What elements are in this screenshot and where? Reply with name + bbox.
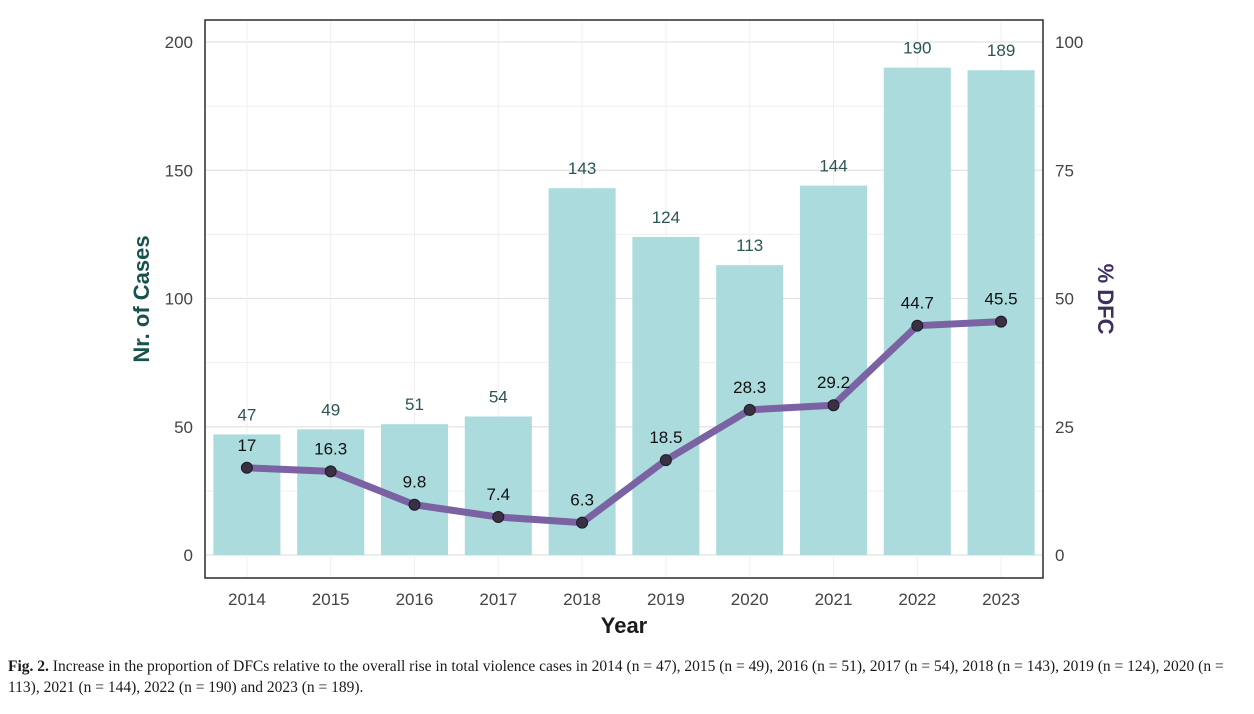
dfc-label-2021: 29.2 [817,373,850,392]
bar-2015 [297,429,365,555]
dfc-label-2023: 45.5 [985,290,1018,309]
bar-2021 [799,185,868,555]
x-tick-2022: 2022 [898,590,936,609]
bar-label-2019: 124 [652,208,680,227]
bar-label-2020: 113 [736,236,763,255]
bars [213,67,1035,556]
figure-caption-text: Increase in the proportion of DFCs relat… [8,658,1224,696]
dfc-label-2014: 17 [237,436,256,455]
x-tick-2014: 2014 [228,590,266,609]
dfc-point-2015 [324,465,337,478]
bar-2023 [967,70,1035,555]
bar-label-2015: 49 [321,400,340,419]
y-tick-150: 150 [165,161,193,180]
dfc-point-2014 [240,461,253,474]
y-tick-200: 200 [165,33,193,52]
dfc-point-2017 [492,511,505,524]
x-tick-2017: 2017 [479,590,517,609]
y2-tick-25: 25 [1055,418,1074,437]
y2-tick-75: 75 [1055,161,1074,180]
bar-value-labels: 47 49 51 54 143 124 113 144 190 189 [237,39,1015,425]
axes [204,19,1044,579]
dfc-value-labels: 17 16.3 9.8 7.4 6.3 18.5 28.3 29.2 44.7 45.5 [237,290,1017,510]
y-tick-0: 0 [184,546,193,565]
dfc-line-series [240,315,1008,529]
bar-label-2016: 51 [405,395,424,414]
dfc-point-2018 [576,516,589,529]
bar-2022 [883,67,951,556]
dfc-label-2019: 18.5 [649,428,682,447]
dfc-label-2015: 16.3 [314,439,347,458]
dfc-point-2022 [911,319,924,332]
bar-2018 [548,188,616,555]
dfc-point-2019 [659,454,672,467]
x-tick-2016: 2016 [396,590,434,609]
x-axis-label: Year [601,613,648,638]
bar-label-2021: 144 [819,157,847,176]
tick-labels: 0 50 100 150 200 0 25 50 75 100 2014 2015 2016 2017 20… [165,33,1084,609]
bar-2019 [632,236,700,555]
y2-tick-50: 50 [1055,290,1074,309]
y2-tick-100: 100 [1055,33,1083,52]
chart: 47 49 51 54 143 124 113 144 190 189 17 16.3 9.8 7.4 6… [129,19,1118,638]
dfc-point-2023 [995,315,1008,328]
dfc-label-2020: 28.3 [733,378,766,397]
dfc-label-2017: 7.4 [486,485,510,504]
dfc-point-2016 [408,498,421,511]
bar-label-2014: 47 [237,405,256,424]
y-tick-100: 100 [165,290,193,309]
x-tick-2021: 2021 [815,590,853,609]
bar-label-2023: 189 [987,41,1015,60]
y2-tick-0: 0 [1055,546,1064,565]
dfc-point-2020 [743,403,756,416]
x-tick-2020: 2020 [731,590,769,609]
dfc-label-2022: 44.7 [901,294,934,313]
x-tick-2023: 2023 [982,590,1020,609]
bar-label-2018: 143 [568,159,596,178]
figure-caption: Fig. 2. Increase in the proportion of DF… [8,656,1248,698]
y-tick-50: 50 [174,418,193,437]
bar-label-2022: 190 [903,39,931,58]
dfc-line [243,318,1005,527]
x-tick-2015: 2015 [312,590,350,609]
x-tick-2018: 2018 [563,590,601,609]
bar-2014 [213,434,281,555]
bar-label-2017: 54 [489,387,508,406]
x-tick-2019: 2019 [647,590,685,609]
dfc-point-2021 [827,399,840,412]
plot-frame [204,19,1044,579]
figure-label: Fig. 2. [8,658,49,675]
dfc-label-2016: 9.8 [403,473,427,492]
y2-axis-label: % DFC [1093,264,1118,335]
bar-2016 [380,424,449,555]
dfc-label-2018: 6.3 [570,491,594,510]
y-axis-label: Nr. of Cases [129,235,154,362]
bar-2017 [464,416,532,555]
